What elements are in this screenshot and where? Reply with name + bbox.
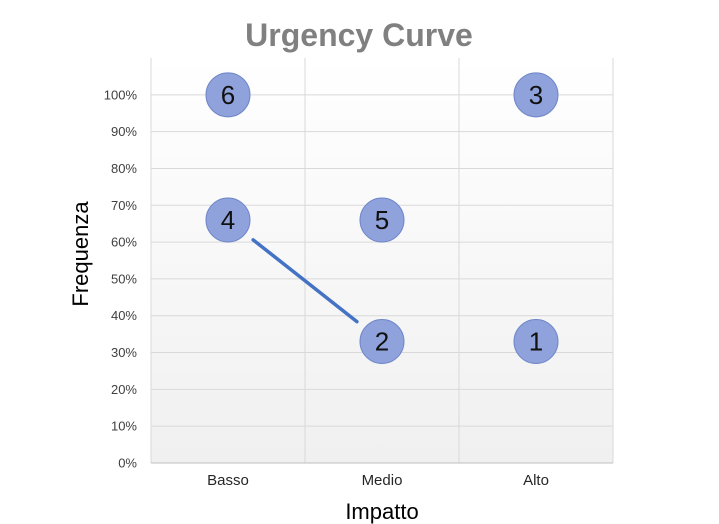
data-point: [513, 319, 559, 364]
y-tick-label: 80%: [111, 161, 137, 176]
data-point: [205, 197, 251, 243]
data-point: [359, 319, 405, 364]
y-tick-label: 20%: [111, 382, 137, 397]
y-axis-title: Frequenza: [68, 201, 93, 307]
data-point-label: 1: [529, 327, 543, 357]
data-point-label: 5: [375, 205, 389, 235]
y-tick-label: 40%: [111, 308, 137, 323]
x-axis-title: Impatto: [345, 499, 418, 524]
y-tick-label: 30%: [111, 345, 137, 360]
y-tick-label: 70%: [111, 198, 137, 213]
data-point-label: 6: [221, 80, 235, 110]
x-tick-label: Medio: [362, 472, 403, 489]
y-tick-label: 50%: [111, 271, 137, 286]
data-point: [205, 72, 251, 118]
plot-background: [151, 58, 613, 463]
y-tick-label: 10%: [111, 419, 137, 434]
y-tick-label: 60%: [111, 235, 137, 250]
data-point: [359, 197, 405, 243]
y-tick-label: 100%: [104, 87, 138, 102]
data-point-label: 2: [375, 327, 389, 357]
y-tick-label: 90%: [111, 124, 137, 139]
plot-area: 0% 10% 20% 30% 40% 50% 60% 70% 80% 90% 100% Basso Me…: [104, 58, 614, 489]
chart-title: Urgency Curve: [245, 17, 473, 53]
x-tick-label: Basso: [207, 472, 249, 489]
x-tick-label: Alto: [523, 472, 549, 489]
data-point-label: 3: [529, 80, 543, 110]
connector-line: [251, 238, 359, 324]
data-point-label: 4: [221, 205, 235, 235]
y-tick-label: 0%: [118, 456, 137, 471]
data-point: [513, 72, 559, 118]
